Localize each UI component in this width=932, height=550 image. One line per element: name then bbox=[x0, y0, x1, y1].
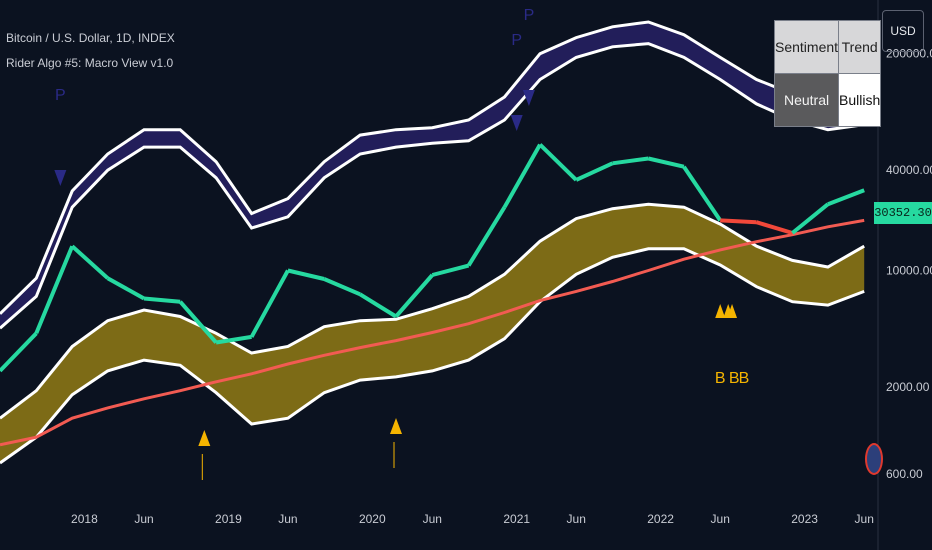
price-segment bbox=[431, 263, 470, 277]
y-tick-label: 2000.00 bbox=[886, 380, 930, 394]
x-tick-label: Jun bbox=[134, 512, 153, 526]
sell-annotation-label: P bbox=[55, 87, 66, 104]
sentiment-table: Sentiment Trend Neutral Bullish bbox=[773, 20, 882, 127]
x-tick-label: Jun bbox=[423, 512, 442, 526]
currency-button[interactable]: USD bbox=[882, 10, 924, 52]
upper-band-outer-line bbox=[0, 20, 865, 315]
buy-annotation-label: B bbox=[729, 370, 740, 387]
x-tick-label: 2021 bbox=[503, 512, 530, 526]
price-segment bbox=[394, 273, 434, 318]
x-tick-label: Jun bbox=[711, 512, 730, 526]
symbol-title: Bitcoin / U.S. Dollar, 1D, INDEX bbox=[6, 31, 175, 45]
x-tick-label: 2022 bbox=[647, 512, 674, 526]
x-tick-label: Jun bbox=[567, 512, 586, 526]
price-segment bbox=[827, 188, 865, 207]
buy-arrow-marker bbox=[715, 304, 726, 318]
price-segment bbox=[755, 220, 793, 235]
price-segment bbox=[359, 292, 398, 319]
x-tick-label: 2020 bbox=[359, 512, 386, 526]
lower-band-inner-line bbox=[0, 202, 865, 420]
trend-header: Trend bbox=[838, 20, 882, 74]
sell-annotation-label: P bbox=[524, 7, 535, 24]
buy-arrow-marker bbox=[727, 304, 738, 318]
x-tick-label: 2018 bbox=[71, 512, 98, 526]
buy-annotation-label: B bbox=[739, 370, 750, 387]
price-segment bbox=[143, 296, 181, 304]
y-tick-label: 40000.00 bbox=[886, 163, 932, 177]
price-segment bbox=[0, 331, 38, 373]
buy-arrow-marker bbox=[198, 430, 211, 446]
price-segment bbox=[249, 269, 290, 338]
sell-arrow-marker bbox=[54, 170, 67, 186]
price-segment bbox=[323, 277, 361, 297]
us-flag-icon[interactable] bbox=[865, 443, 883, 475]
price-segment bbox=[538, 143, 578, 182]
sell-annotation-label: P bbox=[511, 32, 522, 49]
price-segment bbox=[287, 268, 325, 281]
x-tick-label: 2023 bbox=[791, 512, 818, 526]
x-tick-label: 2019 bbox=[215, 512, 242, 526]
price-segment bbox=[466, 206, 507, 267]
title-block: Bitcoin / U.S. Dollar, 1D, INDEX Rider A… bbox=[6, 26, 175, 76]
last-price-label: 30352.30 bbox=[874, 202, 932, 224]
y-tick-label: 600.00 bbox=[886, 467, 923, 481]
lower-band-outer-line bbox=[0, 247, 865, 465]
price-segment bbox=[178, 300, 218, 344]
price-segment bbox=[682, 165, 722, 222]
sentiment-value: Neutral bbox=[773, 73, 840, 127]
price-segment bbox=[70, 244, 110, 280]
y-tick-label: 10000.00 bbox=[886, 264, 932, 278]
price-segment bbox=[106, 276, 145, 301]
sentiment-header: Sentiment bbox=[773, 20, 840, 74]
price-segment bbox=[215, 334, 252, 345]
indicator-title: Rider Algo #5: Macro View v1.0 bbox=[6, 56, 174, 70]
moving-average-line bbox=[0, 218, 865, 447]
x-tick-label: Jun bbox=[278, 512, 297, 526]
price-segment bbox=[34, 245, 75, 335]
price-segment bbox=[647, 156, 685, 169]
price-segment bbox=[502, 143, 542, 209]
buy-arrow-marker bbox=[389, 418, 402, 434]
price-segment bbox=[720, 218, 757, 225]
price-segment bbox=[612, 156, 649, 166]
trend-value: Bullish bbox=[838, 73, 882, 127]
price-segment bbox=[575, 161, 614, 182]
upper-band-inner-line bbox=[0, 42, 865, 330]
sell-arrow-marker bbox=[510, 115, 523, 131]
x-tick-label: Jun bbox=[855, 512, 874, 526]
sell-arrow-marker bbox=[522, 90, 535, 106]
price-segment bbox=[791, 202, 830, 235]
buy-annotation-label: B bbox=[715, 370, 726, 387]
